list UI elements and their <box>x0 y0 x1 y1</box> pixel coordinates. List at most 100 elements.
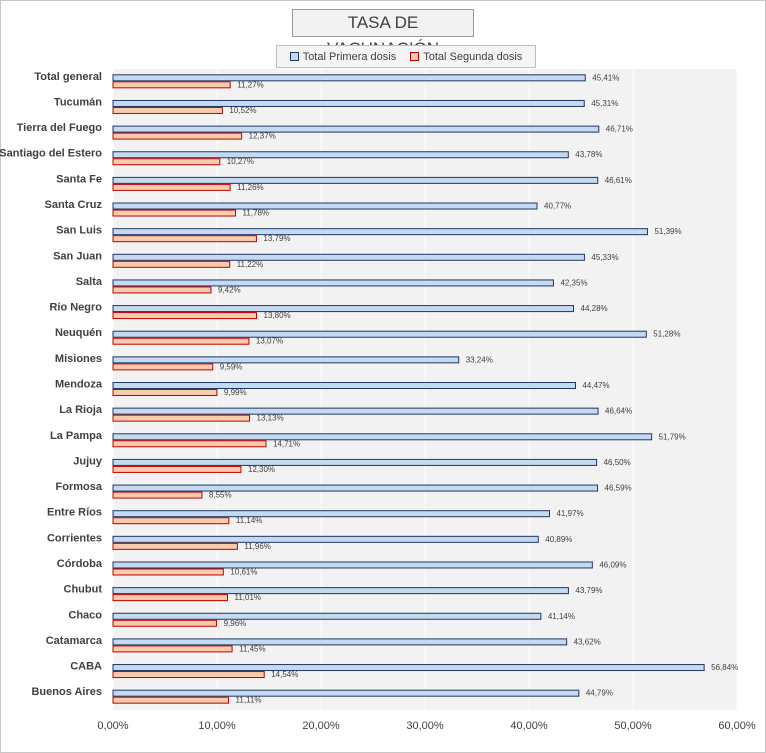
bar-segunda-dosis <box>112 465 242 473</box>
data-label-segunda: 9,42% <box>218 285 241 294</box>
data-label-segunda: 11,01% <box>235 593 262 602</box>
data-label-segunda: 10,61% <box>230 567 257 576</box>
bar-primera-dosis <box>112 561 593 569</box>
x-tick-label: 20,00% <box>302 720 340 732</box>
bar-primera-dosis <box>112 330 647 338</box>
data-label-primera: 46,09% <box>599 560 626 569</box>
data-label-primera: 43,62% <box>574 637 601 646</box>
category-label: Neuquén <box>55 327 102 339</box>
data-label-segunda: 12,30% <box>248 465 275 474</box>
category-label: Misiones <box>55 353 102 365</box>
data-label-segunda: 8,55% <box>209 491 232 500</box>
x-tick-label: 50,00% <box>614 720 652 732</box>
bar-primera-dosis <box>112 535 539 543</box>
data-label-segunda: 9,96% <box>224 619 247 628</box>
bar-primera-dosis <box>112 689 580 697</box>
data-label-primera: 45,33% <box>591 253 618 262</box>
bar-segunda-dosis <box>112 389 218 396</box>
bar-primera-dosis <box>112 74 586 82</box>
bar-segunda-dosis <box>112 312 258 320</box>
bar-segunda-dosis <box>112 363 214 371</box>
data-label-segunda: 12,37% <box>249 132 276 141</box>
bar-primera-dosis <box>112 587 569 595</box>
bar-segunda-dosis <box>112 645 233 653</box>
category-label: La Rioja <box>59 404 103 416</box>
bar-primera-dosis <box>112 382 576 389</box>
data-label-primera: 46,71% <box>606 125 633 134</box>
bar-primera-dosis <box>112 484 599 492</box>
legend-label-segunda: Total Segunda dosis <box>423 50 523 63</box>
data-label-segunda: 13,80% <box>264 311 291 320</box>
data-label-segunda: 13,79% <box>263 234 290 243</box>
category-label: Tierra del Fuego <box>17 122 103 134</box>
data-label-primera: 41,14% <box>548 612 575 621</box>
x-tick-label: 10,00% <box>198 720 236 732</box>
bar-primera-dosis <box>112 433 653 441</box>
x-tick-label: 30,00% <box>406 720 444 732</box>
bar-primera-dosis <box>112 99 585 107</box>
bar-primera-dosis <box>112 458 598 466</box>
legend-label-primera: Total Primera dosis <box>302 50 397 63</box>
bar-primera-dosis <box>112 253 585 261</box>
bar-primera-dosis <box>112 202 538 210</box>
data-label-segunda: 14,71% <box>273 439 300 448</box>
data-label-segunda: 11,96% <box>244 542 271 551</box>
category-label: Chubut <box>64 584 103 596</box>
bar-primera-dosis <box>112 510 550 518</box>
category-label: CABA <box>70 661 102 673</box>
data-label-primera: 40,77% <box>544 202 571 211</box>
category-label: San Luis <box>56 225 102 237</box>
data-label-segunda: 14,54% <box>271 670 298 679</box>
category-label: Catamarca <box>46 635 103 647</box>
bar-segunda-dosis <box>112 671 265 679</box>
data-label-segunda: 13,07% <box>256 337 283 346</box>
data-label-segunda: 9,99% <box>224 388 247 397</box>
data-label-segunda: 11,22% <box>237 260 264 269</box>
data-label-primera: 56,84% <box>711 663 738 672</box>
data-label-primera: 51,39% <box>654 227 681 236</box>
legend-item-primera: Total Primera dosis <box>289 50 397 63</box>
category-label: La Pampa <box>50 430 103 442</box>
bar-primera-dosis <box>112 228 648 236</box>
category-label: San Juan <box>53 250 102 262</box>
category-label: Chaco <box>68 609 102 621</box>
category-label: Total general <box>34 71 102 83</box>
data-label-segunda: 10,27% <box>227 157 254 166</box>
bar-segunda-dosis <box>112 106 223 114</box>
bar-segunda-dosis <box>112 132 243 140</box>
data-label-segunda: 10,52% <box>229 106 256 115</box>
category-label: Córdoba <box>57 558 103 570</box>
bar-primera-dosis <box>112 279 554 287</box>
bar-segunda-dosis <box>112 696 230 704</box>
data-label-primera: 43,79% <box>575 586 602 595</box>
bar-primera-dosis <box>112 638 568 646</box>
data-label-primera: 44,47% <box>582 381 609 390</box>
data-label-primera: 33,24% <box>466 355 493 364</box>
x-tick-label: 60,00% <box>718 720 756 732</box>
legend-item-segunda: Total Segunda dosis <box>410 51 522 63</box>
data-label-segunda: 11,45% <box>239 644 266 653</box>
category-label: Río Negro <box>49 302 102 314</box>
data-label-primera: 51,79% <box>659 432 686 441</box>
bar-segunda-dosis <box>112 619 218 627</box>
category-label: Buenos Aires <box>31 686 102 698</box>
data-label-primera: 45,31% <box>591 99 618 108</box>
bar-segunda-dosis <box>112 209 237 217</box>
data-label-segunda: 11,26% <box>237 183 264 192</box>
data-label-primera: 40,89% <box>545 535 572 544</box>
data-label-segunda: 11,14% <box>236 516 263 525</box>
category-label: Santiago del Estero <box>0 148 102 160</box>
category-label: Santa Fe <box>56 173 102 185</box>
bar-primera-dosis <box>112 612 542 620</box>
bar-segunda-dosis <box>112 414 251 422</box>
bar-primera-dosis <box>112 176 599 184</box>
category-label: Tucumán <box>54 96 102 108</box>
x-tick-label: 40,00% <box>510 720 548 732</box>
bar-segunda-dosis <box>112 158 221 166</box>
bar-segunda-dosis <box>112 440 267 448</box>
bar-segunda-dosis <box>112 568 224 576</box>
data-label-primera: 51,28% <box>653 330 680 339</box>
data-label-primera: 46,59% <box>605 484 632 493</box>
category-label: Formosa <box>56 481 103 493</box>
